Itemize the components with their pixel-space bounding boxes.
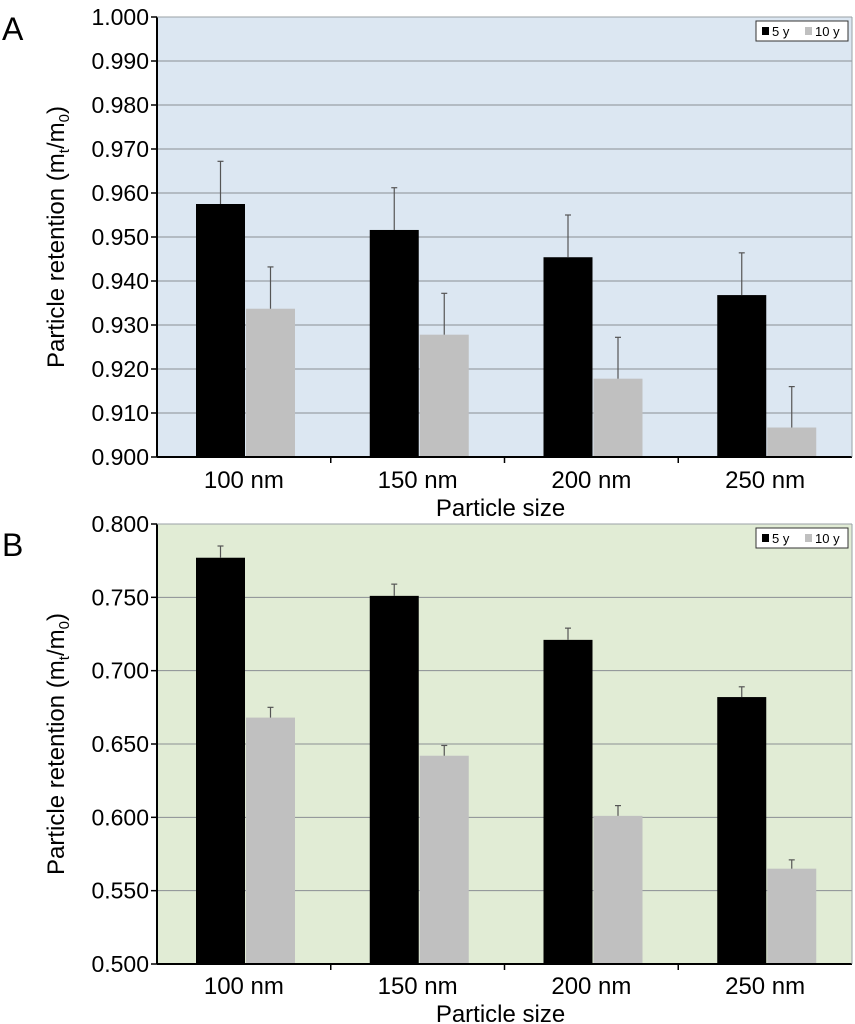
legend-swatch — [805, 27, 812, 35]
y-axis-label-part: /m — [43, 629, 70, 656]
y-tick-label: 0.500 — [91, 951, 149, 977]
bar-5y — [543, 639, 593, 964]
x-tick-label: 250 nm — [725, 973, 805, 1000]
legend-label: 5 y — [772, 24, 790, 39]
legend-box — [755, 527, 849, 549]
legend-label: 10 y — [815, 531, 840, 546]
x-tick-label: 100 nm — [204, 973, 284, 1000]
panel-label: A — [2, 11, 24, 47]
y-axis-label-part: /m — [43, 122, 70, 149]
bar-10y — [593, 815, 643, 964]
legend-box — [755, 20, 849, 42]
x-tick-label: 100 nm — [204, 467, 284, 494]
chart-panel-b: 0.500 0.550 0.600 0.650 0.700 0.750 0.800 100 n… — [2, 511, 853, 1024]
x-tick-label: 200 nm — [551, 973, 631, 1000]
x-tick-label: 200 nm — [551, 467, 631, 494]
legend-label: 10 y — [815, 24, 840, 39]
bar-10y — [767, 427, 817, 457]
y-axis-label: Particle retention (mt/m0) — [43, 613, 73, 875]
legend-swatch — [762, 27, 769, 35]
y-tick-label: 0.800 — [91, 511, 149, 537]
y-tick-label: 0.700 — [91, 658, 149, 684]
y-axis-label-part: Particle retention (m — [43, 660, 70, 875]
y-axis-label: Particle retention (mt/m0) — [43, 106, 73, 368]
panel-label: B — [2, 527, 23, 563]
x-tick-label: 150 nm — [378, 973, 458, 1000]
y-axis-label-part: ) — [43, 106, 70, 114]
y-tick-label: 0.920 — [91, 356, 149, 382]
y-axis-label-subscript: t — [56, 148, 73, 153]
y-tick-label: 1.000 — [91, 4, 149, 30]
y-tick-label: 0.900 — [91, 444, 149, 470]
y-tick-label: 0.950 — [91, 224, 149, 250]
bar-5y — [196, 204, 245, 457]
y-axis-label-subscript: t — [56, 655, 73, 660]
y-axis-label-subscript: 0 — [56, 114, 73, 122]
bar-10y — [419, 755, 469, 964]
y-tick-label: 0.970 — [91, 136, 149, 162]
legend: 5 y 10 y — [755, 527, 849, 549]
bar-10y — [767, 868, 817, 964]
legend-swatch — [762, 534, 769, 542]
bar-10y — [246, 717, 295, 964]
bar-5y — [717, 697, 767, 964]
bar-10y — [419, 334, 469, 457]
x-tick-label: 150 nm — [378, 467, 458, 494]
bar-5y — [196, 557, 245, 964]
y-axis-label-part: ) — [43, 613, 70, 621]
y-tick-label: 0.550 — [91, 878, 149, 904]
y-tick-label: 0.750 — [91, 584, 149, 610]
y-tick-label: 0.940 — [91, 268, 149, 294]
legend-label: 5 y — [772, 531, 790, 546]
bar-10y — [593, 378, 643, 457]
bar-5y — [369, 229, 419, 457]
y-tick-label: 0.650 — [91, 731, 149, 757]
y-tick-label: 0.600 — [91, 804, 149, 830]
x-tick-label: 250 nm — [725, 467, 805, 494]
bar-5y — [717, 295, 767, 457]
y-tick-label: 0.930 — [91, 312, 149, 338]
bar-10y — [246, 308, 295, 457]
y-axis-label-subscript: 0 — [56, 621, 73, 629]
y-tick-label: 0.980 — [91, 92, 149, 118]
y-tick-label: 0.960 — [91, 180, 149, 206]
x-axis-label: Particle size — [436, 1001, 565, 1024]
bar-5y — [543, 257, 593, 457]
y-axis-label-part: Particle retention (m — [43, 153, 70, 368]
y-tick-label: 0.990 — [91, 48, 149, 74]
chart-panel-a: 0.900 0.910 0.920 0.930 0.940 0.950 0.960 0.970… — [2, 4, 853, 522]
y-tick-label: 0.910 — [91, 400, 149, 426]
bar-5y — [369, 595, 419, 964]
x-axis-label: Particle size — [436, 495, 565, 522]
legend: 5 y 10 y — [755, 20, 849, 42]
legend-swatch — [805, 534, 812, 542]
